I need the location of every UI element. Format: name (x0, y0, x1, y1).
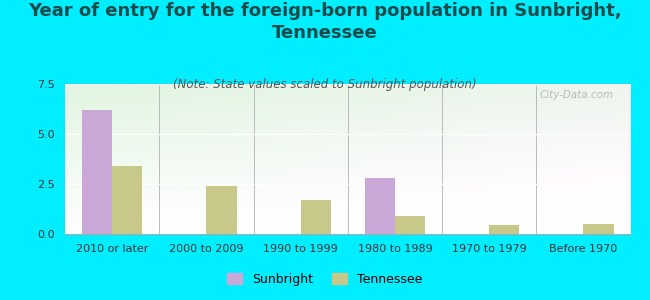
Bar (300, 200, 331, 234)
Text: (Note: State values scaled to Sunbright population): (Note: State values scaled to Sunbright … (173, 78, 477, 91)
Bar (112, 166, 142, 234)
Bar (82, 110, 112, 234)
Bar (395, 216, 425, 234)
Text: Year of entry for the foreign-born population in Sunbright,
Tennessee: Year of entry for the foreign-born popul… (28, 2, 622, 42)
Bar (489, 225, 519, 234)
Text: City-Data.com: City-Data.com (540, 90, 614, 100)
Bar (207, 186, 237, 234)
Legend: Sunbright, Tennessee: Sunbright, Tennessee (222, 268, 428, 291)
Bar (365, 178, 395, 234)
Bar (584, 224, 614, 234)
